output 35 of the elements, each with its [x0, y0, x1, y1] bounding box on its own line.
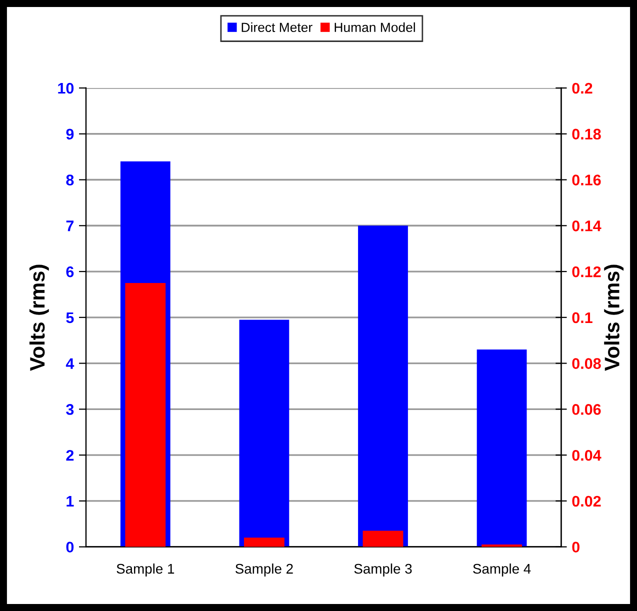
y-tick-label: 6 — [66, 266, 74, 278]
y2-tick-label: 0.2 — [572, 82, 592, 94]
y-tick-label: 1 — [66, 496, 74, 506]
y-tick-label: 10 — [58, 82, 74, 94]
bar — [358, 226, 408, 547]
y-tick-label: 7 — [66, 220, 74, 232]
y2-tick-label: 0.16 — [572, 174, 601, 186]
x-tick-label: Sample 3 — [354, 564, 412, 576]
y2-tick-label: 0.06 — [572, 404, 601, 415]
legend-label: Human Model — [334, 22, 415, 32]
y2-tick-label: 0.02 — [572, 496, 601, 507]
y-tick-label: 8 — [66, 174, 74, 186]
x-tick-label: Sample 2 — [235, 564, 293, 576]
bar — [239, 320, 290, 547]
y2-tick-label: 0.14 — [572, 220, 602, 232]
y2-tick-label: 0.18 — [572, 128, 601, 140]
y-tick-label: 2 — [66, 450, 74, 461]
y2-tick-label: 0.1 — [572, 312, 592, 324]
bar — [244, 538, 284, 547]
bar — [362, 530, 404, 547]
y-tick-label: 9 — [66, 128, 74, 140]
y2-axis-title: Volts (rms) — [604, 264, 624, 371]
y-tick-label: 5 — [66, 312, 74, 324]
y2-tick-label: 0.08 — [572, 358, 601, 369]
legend-label: Direct Meter — [242, 22, 312, 32]
y-axis-title: Volts (rms) — [29, 264, 49, 371]
y2-tick-label: 0 — [572, 542, 580, 553]
y-tick-label: 3 — [66, 404, 74, 415]
x-tick-label: Sample 4 — [473, 564, 531, 576]
y2-tick-label: 0.12 — [572, 266, 601, 278]
y-tick-label: 0 — [66, 542, 74, 553]
bar — [476, 350, 527, 547]
y2-tick-label: 0.04 — [572, 450, 602, 461]
x-tick-label: Sample 1 — [116, 564, 174, 576]
y-tick-label: 4 — [66, 358, 74, 369]
